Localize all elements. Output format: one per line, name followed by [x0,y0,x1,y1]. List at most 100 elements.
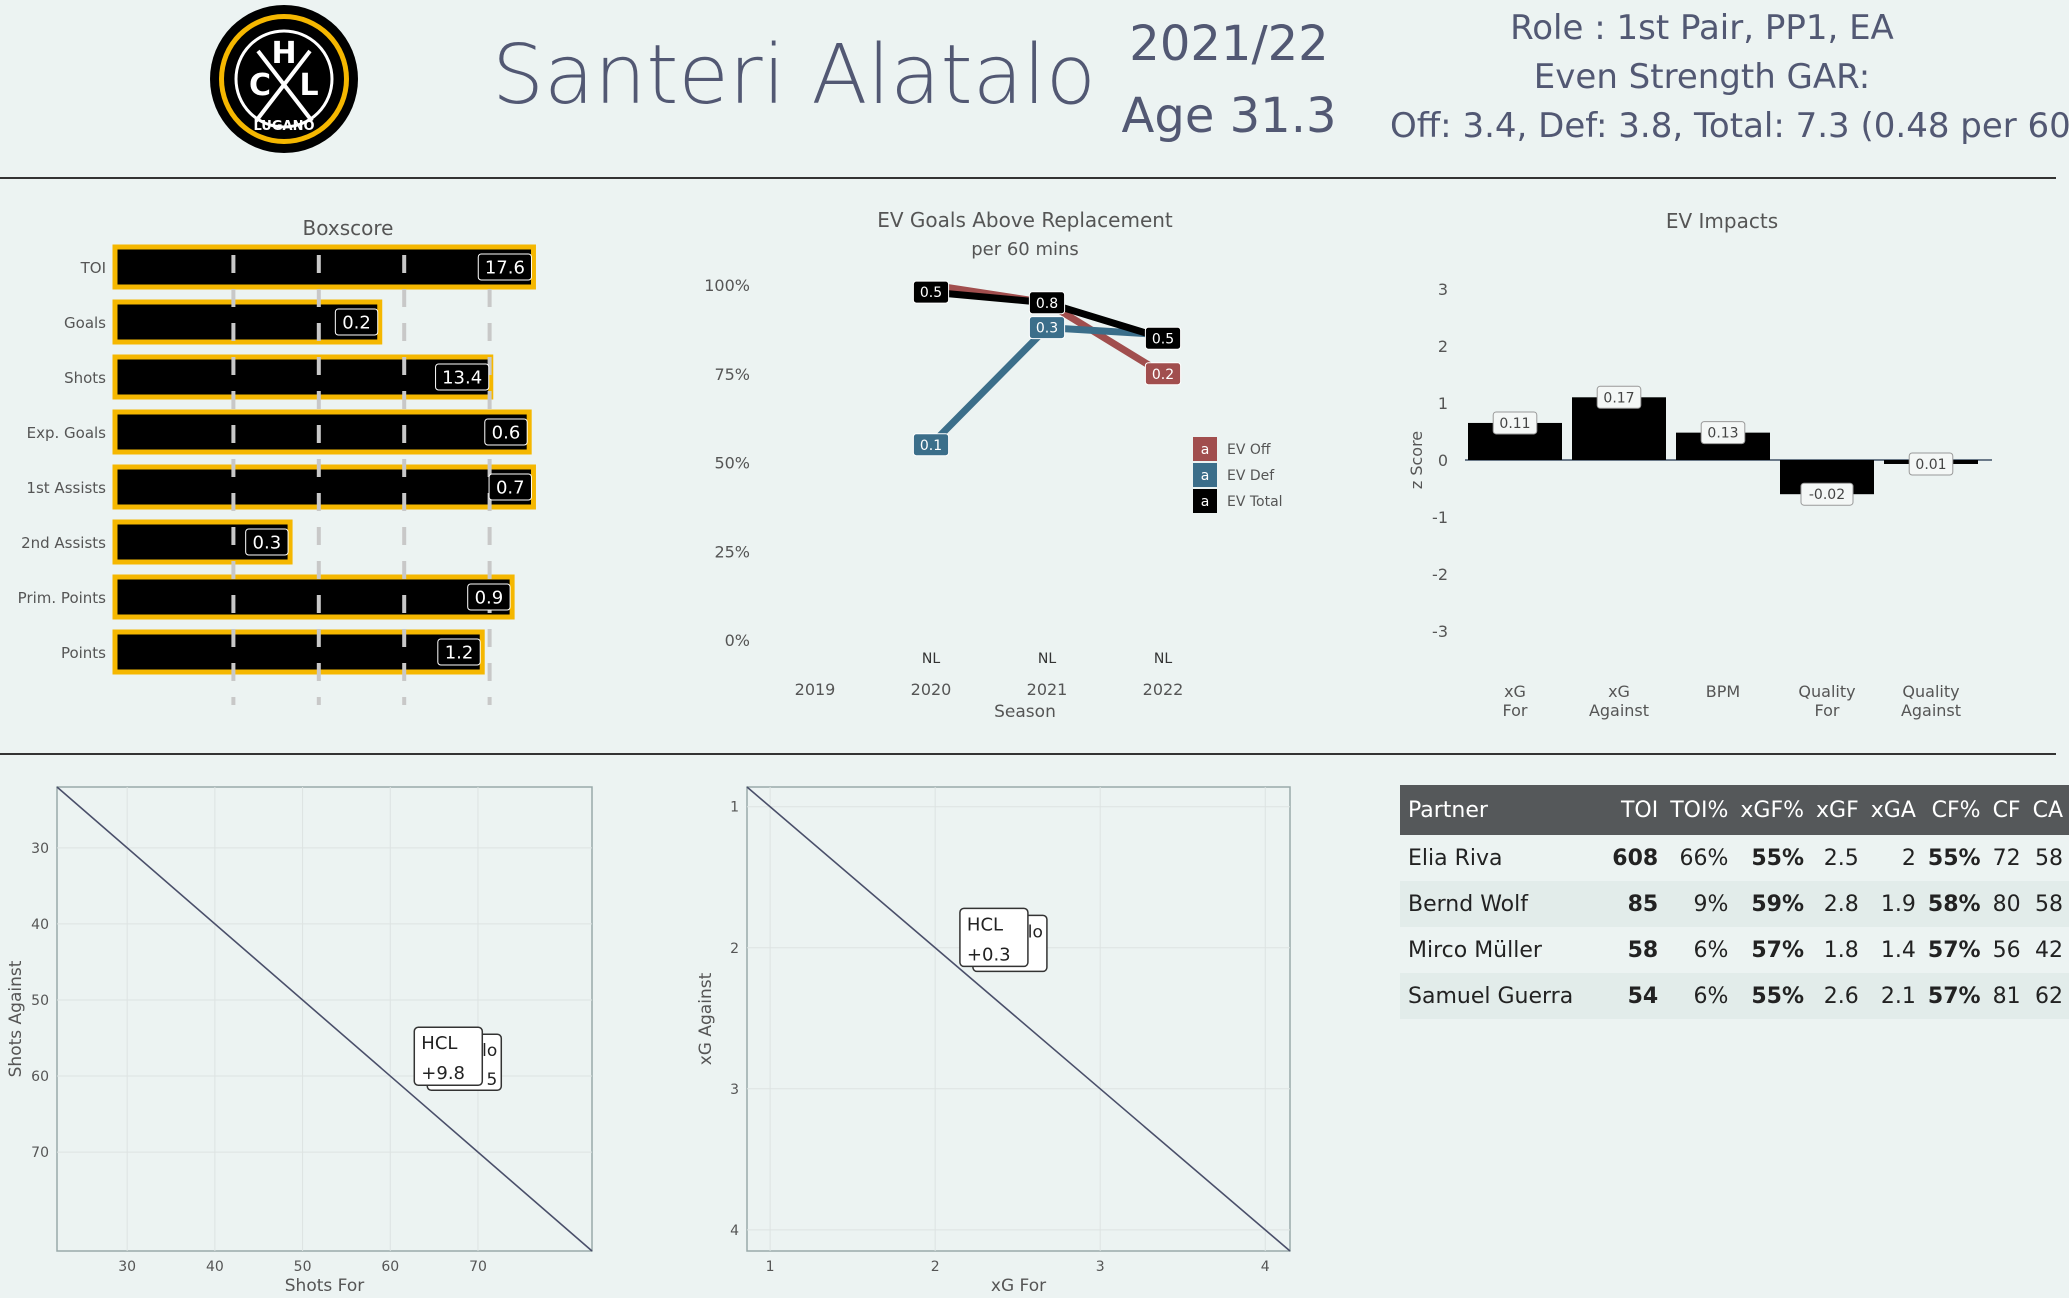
partners-cell: 2.6 [1810,973,1865,1019]
partners-cell: 1.4 [1880,937,1916,963]
gar-point-label: 0.1 [920,438,942,454]
impacts-value-label-box [1492,411,1538,435]
gar-xtick: 2022 [1143,680,1184,699]
partners-cell: 55% [1927,845,1981,871]
partners-cell: 57% [1921,973,1987,1019]
boxscore-value-label-box [334,308,379,336]
partners-cell: 81 [1986,973,2027,1019]
boxscore-category-label: Shots [64,369,106,387]
gar-legend-label: EV Total [1227,494,1283,510]
impacts-value-label: 0.17 [1603,390,1634,406]
shots-hidden-label: 5 [486,1070,497,1090]
shots-scatter-chart: 30 40 50 60 70 30 40 50 60 70 Shots For Shots Again… [6,786,593,1296]
gar-point-label: 0.5 [920,285,942,301]
boxscore-bar [112,244,536,290]
partners-cell: 42 [2035,937,2063,963]
partners-cell: 56 [1992,937,2021,963]
boxscore-value-label-box [435,363,490,391]
partners-cell: 57% [1751,937,1805,963]
gar-xlabel: Season [994,702,1056,722]
partners-cell: 58 [1627,937,1659,963]
partners-cell: 6% [1693,937,1729,963]
boxscore-value-label: 0.2 [342,312,371,333]
gar-point-label: 0.8 [1036,296,1058,312]
partners-cell: Mirco Müller [1408,937,1542,963]
partners-header-cell: TOI [1606,785,1665,835]
boxscore-value-label: 0.3 [253,532,282,553]
shots-xlabel: Shots For [285,1276,364,1296]
boxscore-bar [112,629,485,675]
boxscore-value-label: 0.6 [492,422,521,443]
partners-cell: 54 [1606,973,1665,1019]
impacts-ytick: 0 [1438,451,1448,470]
boxscore-value-label: 13.4 [442,367,482,388]
team-logo: H C L LUGANO [210,5,358,153]
gar-legend-glyph: a [1201,442,1210,458]
xg-ylabel: xG Against [696,972,716,1065]
boxscore-bar [112,409,532,455]
xg-ytick: 3 [730,1082,739,1098]
xg-xtick: 2 [931,1259,940,1275]
impacts-value-label-box [1908,452,1954,476]
boxscore-category-label: TOI [80,259,106,277]
boxscore-category-label: Goals [64,314,106,332]
partners-header-cell: xGF [1810,785,1865,835]
xg-xtick: 1 [766,1259,775,1275]
xg-ytick: 1 [730,800,739,816]
partners-table-wrap: Partner TOI TOI% xGF% xGF xGA CF% CF CA Elia Riv… [1400,785,2069,1019]
shots-xtick: 40 [206,1259,224,1275]
boxscore-value-label-box [477,253,532,281]
impacts-category-label: For [1503,701,1528,720]
impacts-value-label-box [1700,421,1746,445]
gar-legend-key [1193,463,1217,487]
age-label: Age 31.3 [1121,88,1337,144]
impacts-category-label: xG [1608,682,1630,701]
xg-point-sublabel: +0.3 [967,944,1011,965]
impacts-value-label: -0.02 [1809,487,1845,503]
xg-scatter-chart: 1 2 3 4 1 2 3 4 xG For xG Against lo HCL +0.3 [696,786,1291,1296]
partners-cell: 57% [1927,937,1981,963]
partners-cell: 58 [2026,881,2069,927]
partners-cell: 62 [2026,973,2069,1019]
section-divider [0,753,2056,755]
xg-hidden-label: lo [1028,922,1043,942]
svg-text:LUGANO: LUGANO [253,119,314,134]
partners-row: Elia Riva 608 66% 55% 2.5 2 55% 72 58 [1400,835,2069,881]
boxscore-bar [112,354,494,400]
gar-point-label-box [1028,291,1066,315]
gar-legend-glyph: a [1201,494,1210,510]
shots-xtick: 30 [118,1259,136,1275]
partners-cell: 2.5 [1823,845,1859,871]
partners-header-cell: CF [1986,785,2027,835]
boxscore-value-label: 1.2 [445,642,474,663]
gar-legend-key [1193,489,1217,513]
gar-xtick: 2020 [911,680,952,699]
gar-ytick: 100% [704,276,750,295]
boxscore-value-label: 17.6 [485,257,525,278]
gar-title: EV Goals Above Replacement [877,208,1173,232]
impacts-value-label: 0.11 [1499,416,1530,432]
partners-row: Samuel Guerra 54 6% 55% 2.6 2.1 57% 81 62 [1400,973,2069,1019]
boxscore-bar [112,574,515,620]
partners-cell: 9% [1664,881,1735,927]
gar-point-label-box [912,433,950,457]
impacts-ytick: 1 [1438,394,1448,413]
partners-cell: 80 [1986,881,2027,927]
gar-legend-label: EV Off [1227,442,1271,458]
gar-values: Off: 3.4, Def: 3.8, Total: 7.3 (0.48 per… [1390,106,2069,146]
partners-row: Bernd Wolf 85 9% 59% 2.8 1.9 58% 80 58 [1400,881,2069,927]
partners-cell: 55% [1734,973,1811,1019]
gar-legend-label: EV Def [1227,468,1275,484]
gar-point-label-box [1144,362,1182,386]
shots-point-label: HCL [421,1033,457,1054]
gar-point-label-box [1028,316,1066,340]
partners-cell: 608 [1612,845,1659,871]
gar-xtick: 2019 [795,680,836,699]
partners-header-cell: CA [2026,785,2069,835]
shots-xtick: 70 [469,1259,487,1275]
partners-cell: 59% [1734,881,1811,927]
xg-point-label-box [959,907,1029,968]
shots-point-label-box [413,1026,484,1086]
xg-ytick: 2 [730,941,739,957]
